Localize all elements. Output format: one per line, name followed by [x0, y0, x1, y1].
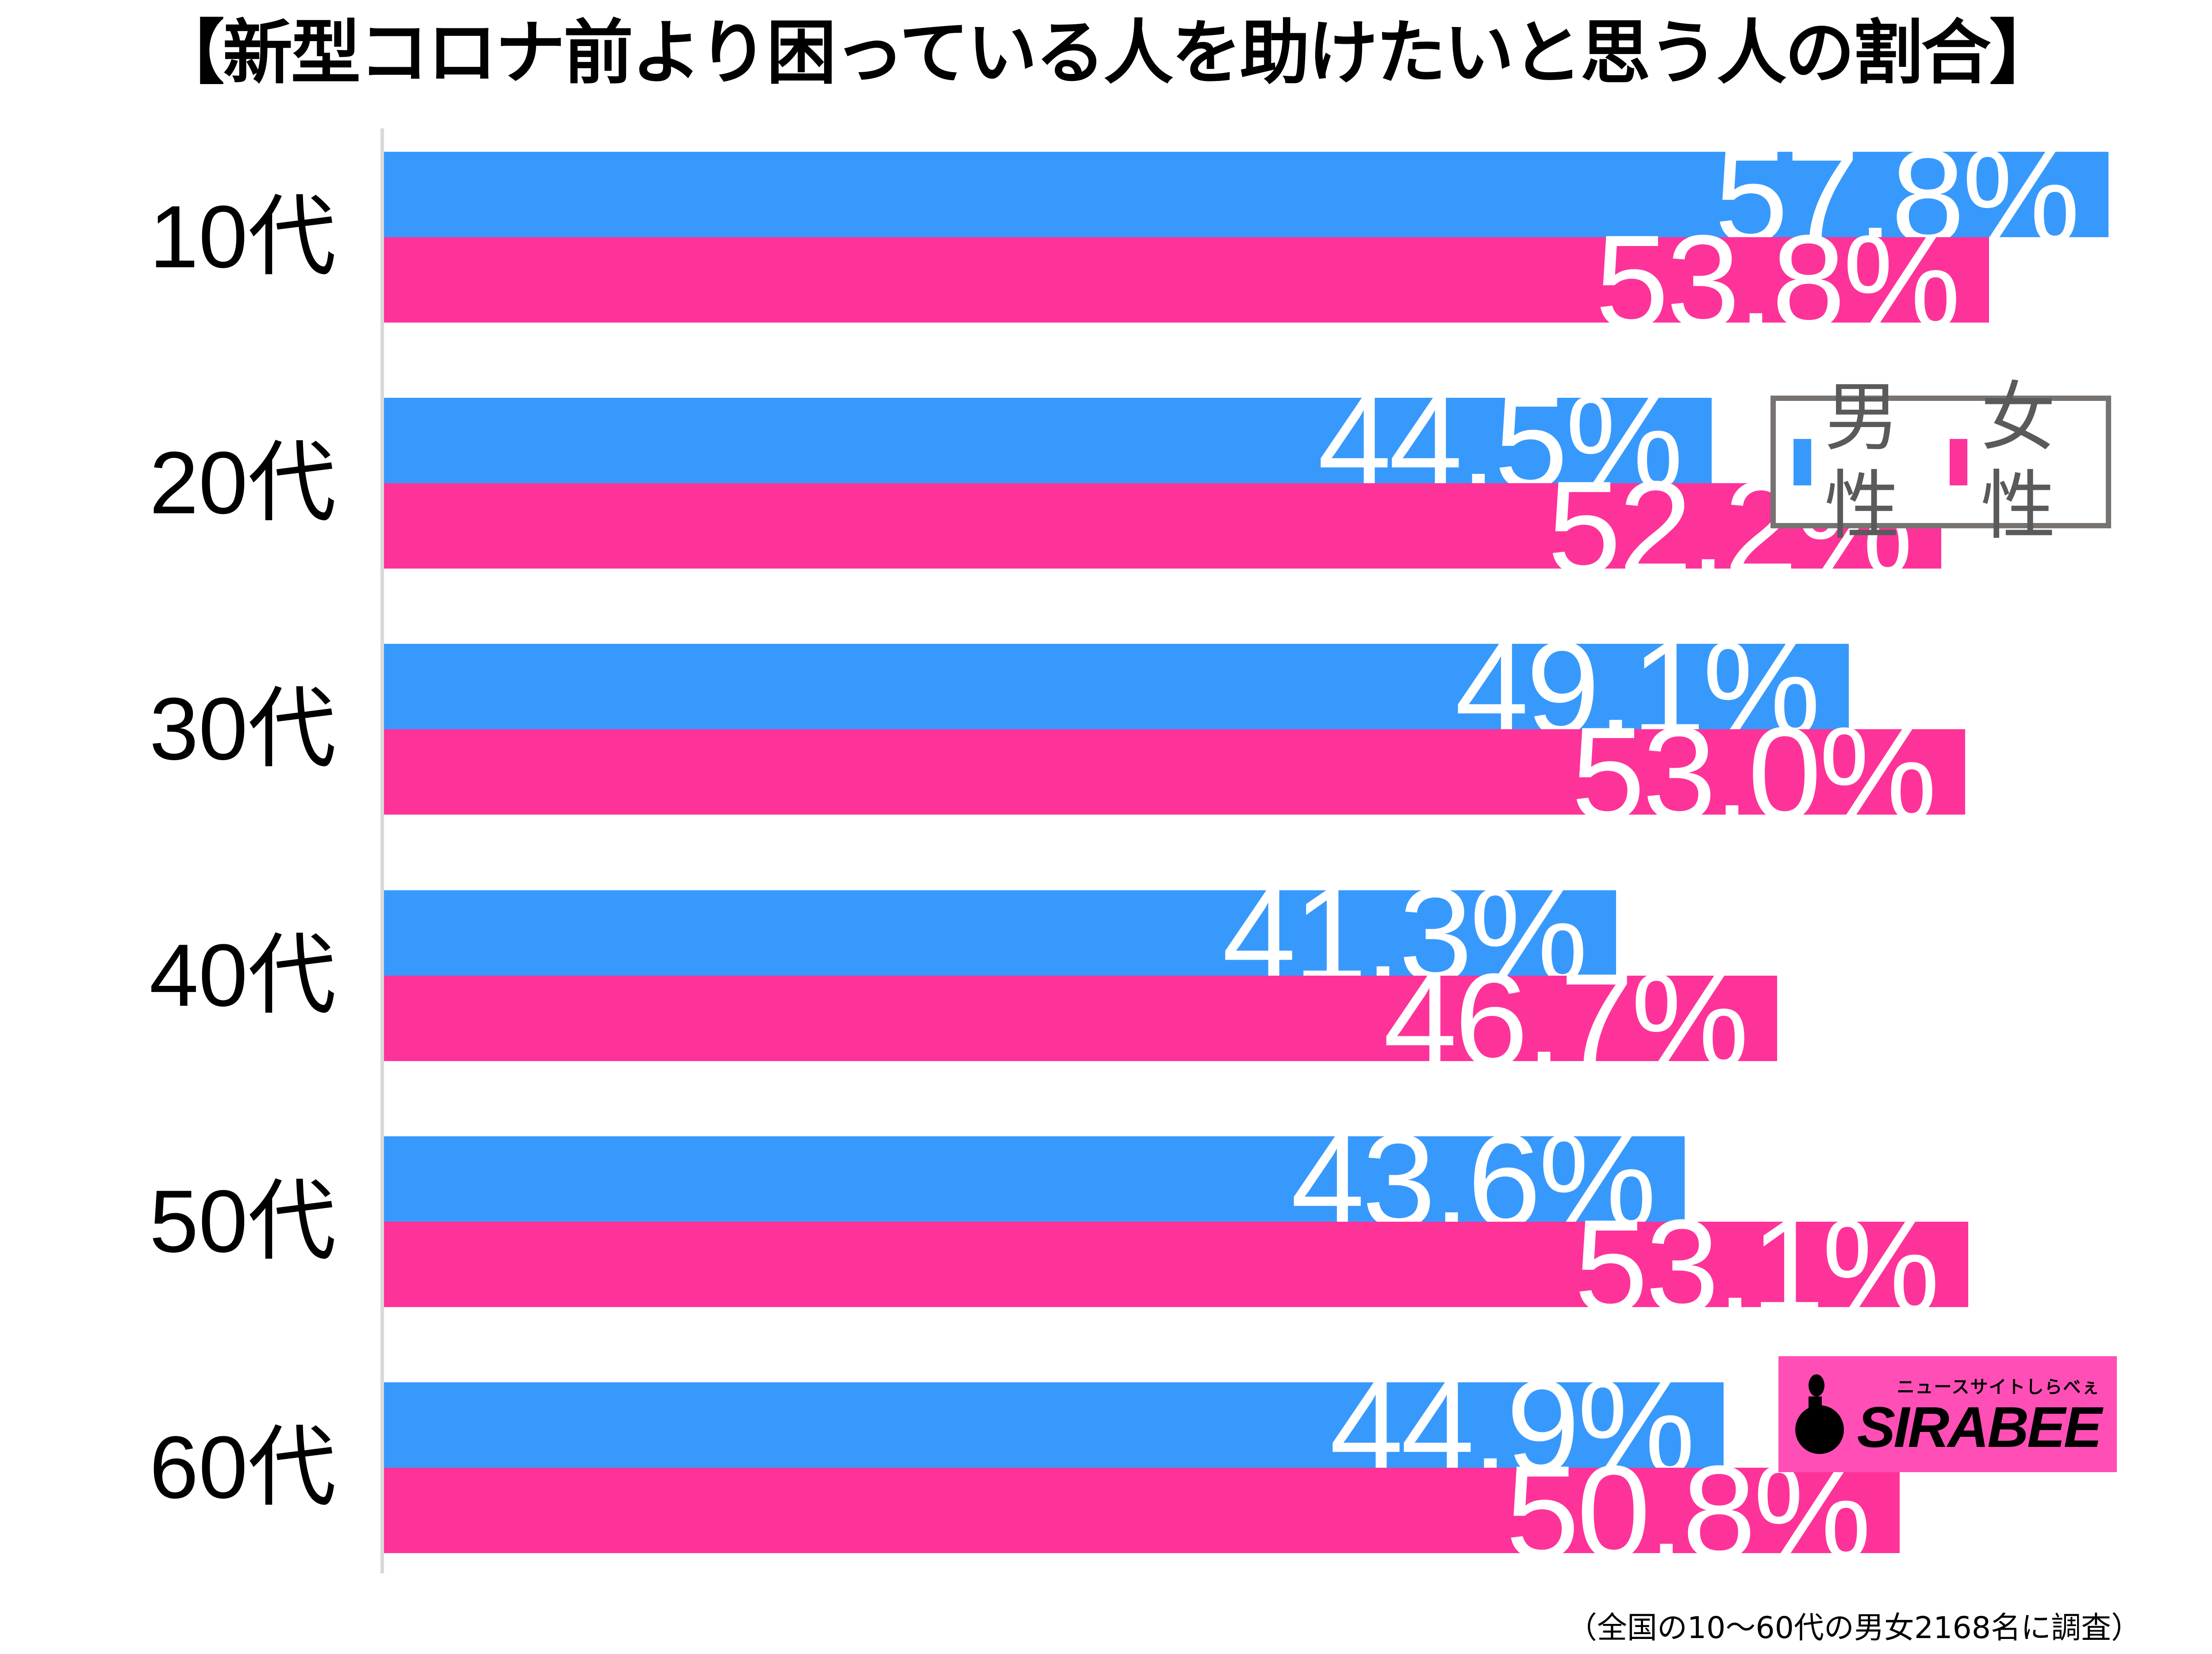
legend: 男性 女性: [1770, 374, 2111, 550]
bar-male: 57.8%: [384, 130, 2109, 262]
category-label: 50代: [149, 1172, 336, 1271]
bar-value-label: 50.8%: [1505, 1438, 1871, 1586]
bar-value-label: 53.0%: [1571, 699, 1937, 848]
logo-wordmark: SIRABEE: [1857, 1395, 2102, 1459]
bar-female: 52.2%: [384, 461, 1942, 594]
survey-footnote: （全国の10～60代の男女2168名に調査）: [1567, 1611, 2141, 1646]
y-axis-line: [380, 128, 384, 1573]
bar-value-label: 53.8%: [1595, 207, 1961, 356]
category-label: 60代: [149, 1418, 336, 1517]
bar-male: 44.5%: [384, 376, 1712, 508]
chart-title: 【新型コロナ前より困っている人を助けたいと思う人の割合】: [154, 12, 2059, 94]
legend-label-female: 女性: [1981, 374, 2056, 550]
sirabee-logo: ニュースサイトしらべぇ SIRABEE: [1778, 1356, 2117, 1472]
category-label: 40代: [149, 926, 336, 1025]
bar-value-label: 46.7%: [1383, 945, 1749, 1094]
category-label: 20代: [149, 434, 336, 533]
legend-swatch-female: [1950, 439, 1968, 485]
category-label: 10代: [149, 188, 336, 286]
bar-female: 50.8%: [384, 1438, 1900, 1586]
legend-label-male: 男性: [1824, 374, 1900, 550]
bar-male: 43.6%: [384, 1114, 1685, 1247]
bar-female: 53.8%: [384, 207, 1989, 356]
sirabee-mascot-icon: [1795, 1366, 1848, 1463]
bar-female: 53.1%: [384, 1191, 1969, 1340]
logo-subtitle: ニュースサイトしらべぇ: [1897, 1377, 2101, 1397]
bar-value-label: 53.1%: [1574, 1191, 1940, 1340]
bar-female: 46.7%: [384, 945, 1778, 1094]
bar-female: 53.0%: [384, 699, 1966, 848]
legend-swatch-male: [1793, 439, 1812, 485]
category-label: 30代: [149, 680, 336, 779]
